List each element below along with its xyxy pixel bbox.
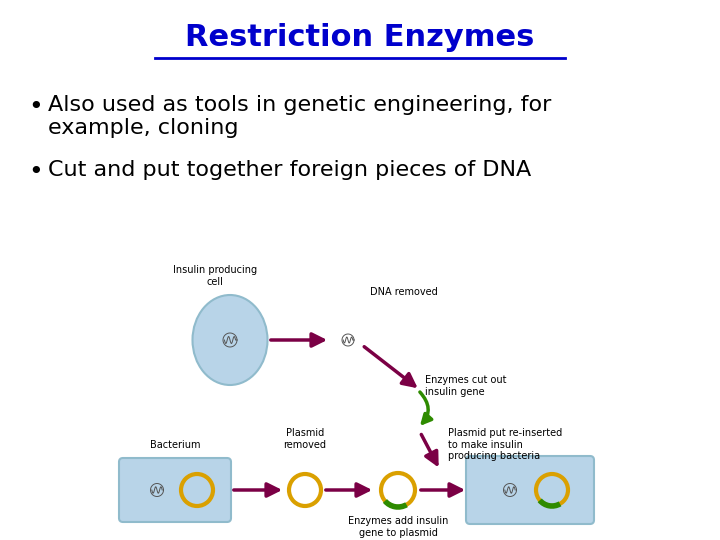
Text: Plasmid
removed: Plasmid removed	[284, 428, 326, 450]
Text: Insulin producing
cell: Insulin producing cell	[173, 265, 257, 287]
Text: Bacterium: Bacterium	[150, 440, 200, 450]
FancyBboxPatch shape	[119, 458, 231, 522]
Text: •: •	[28, 95, 42, 119]
Text: Restriction Enzymes: Restriction Enzymes	[185, 24, 535, 52]
Text: DNA removed: DNA removed	[370, 287, 438, 297]
Text: Plasmid put re-inserted
to make insulin
producing bacteria: Plasmid put re-inserted to make insulin …	[448, 428, 562, 461]
Text: Also used as tools in genetic engineering, for
example, cloning: Also used as tools in genetic engineerin…	[48, 95, 552, 138]
FancyArrowPatch shape	[420, 392, 432, 423]
Text: Enzymes add insulin
gene to plasmid: Enzymes add insulin gene to plasmid	[348, 516, 448, 538]
FancyBboxPatch shape	[466, 456, 594, 524]
Ellipse shape	[192, 295, 268, 385]
Text: Enzymes cut out
insulin gene: Enzymes cut out insulin gene	[425, 375, 506, 396]
Text: Cut and put together foreign pieces of DNA: Cut and put together foreign pieces of D…	[48, 160, 531, 180]
Text: •: •	[28, 160, 42, 184]
